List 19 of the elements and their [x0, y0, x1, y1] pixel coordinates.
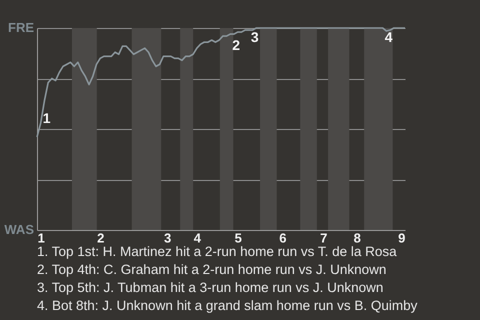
text: 4. Bot 8th: J. Unknown hit a grand slam home run vs B. Quimby — [37, 297, 418, 315]
x-tick-label: 9 — [398, 230, 406, 246]
x-tick-label: 8 — [354, 230, 361, 246]
annotation: 1 — [42, 110, 51, 126]
x-tick-label: 7 — [320, 230, 328, 246]
x-tick-label: 5 — [234, 230, 242, 246]
x-tick-label: 6 — [279, 230, 286, 246]
x-tick-label: 4 — [194, 230, 202, 246]
annotation: 4 — [384, 29, 393, 45]
text: 1. Top 1st: H. Martinez hit a 2-run home run vs T. de la Rosa — [37, 244, 397, 259]
text: 3. Top 5th: J. Tubman hit a 3-run home run vs J. Unknown — [37, 279, 384, 297]
x-tick-label: 3 — [164, 230, 172, 246]
annotation: 2 — [232, 37, 240, 54]
text: 2. Top 4th: C. Graham hit a 2-run home run vs J. Unknown — [37, 261, 388, 279]
text: FRE — [8, 20, 34, 35]
x-tick-label: 1 — [38, 230, 45, 246]
annotation: 3 — [250, 29, 259, 45]
x-tick-label: 2 — [97, 230, 104, 246]
text: WAS — [4, 222, 34, 237]
